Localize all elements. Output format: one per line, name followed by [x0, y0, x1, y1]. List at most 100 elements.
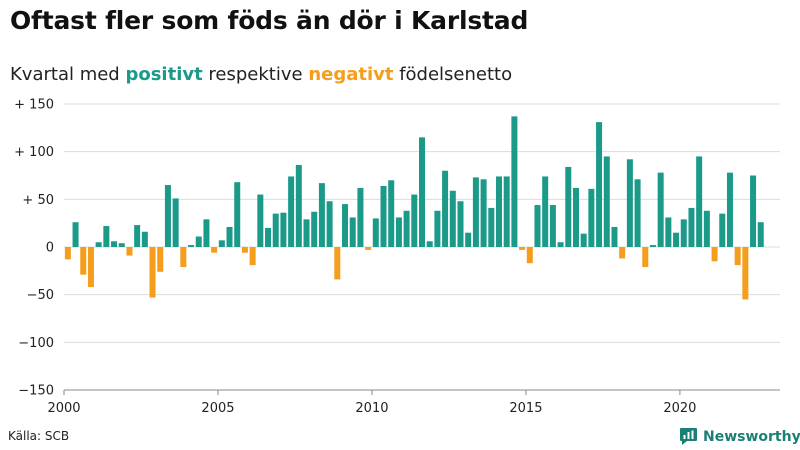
- bar-positive: [326, 201, 333, 247]
- bar-positive: [480, 179, 487, 247]
- bar-positive: [395, 217, 402, 247]
- y-axis-labels: + 150 + 100 + 50 0 −50 −100 −150: [14, 98, 54, 399]
- bar-positive: [611, 226, 618, 247]
- bar-positive: [673, 232, 680, 247]
- subtitle-text-end: födelsenetto: [393, 64, 513, 85]
- bar-negative: [126, 247, 133, 256]
- bar-positive: [203, 219, 210, 247]
- bar-negative: [80, 247, 87, 275]
- bar-positive: [349, 217, 356, 247]
- bar-negative: [157, 247, 164, 272]
- y-tick-label: −150: [18, 384, 54, 399]
- chart-subtitle: Kvartal med positivt respektive negativt…: [10, 64, 512, 85]
- bar-negative: [180, 247, 187, 268]
- bar-positive: [557, 242, 564, 247]
- bar-negative: [526, 247, 533, 264]
- bar-positive: [596, 122, 603, 247]
- bar-positive: [288, 176, 295, 247]
- bar-positive: [449, 190, 456, 247]
- bar-positive: [665, 217, 672, 247]
- bar-positive: [95, 242, 102, 247]
- bar-positive: [511, 116, 518, 247]
- bar-positive: [542, 176, 549, 247]
- bar-positive: [750, 175, 757, 247]
- bar-positive: [103, 226, 110, 247]
- newsworthy-logo-icon: [680, 428, 697, 445]
- brand-name: Newsworthy: [703, 428, 800, 445]
- bar-positive: [657, 172, 664, 247]
- bar-positive: [141, 231, 148, 247]
- bar-negative: [642, 247, 649, 268]
- bar-positive: [380, 185, 387, 247]
- bar-positive: [234, 182, 241, 247]
- bar-positive: [488, 207, 495, 247]
- bar-positive: [472, 177, 479, 247]
- bar-positive: [588, 188, 595, 247]
- source-note: Källa: SCB: [8, 429, 70, 443]
- bar-positive: [549, 205, 556, 247]
- bar-positive: [295, 165, 302, 247]
- bar-negative: [734, 247, 741, 266]
- bar-positive: [696, 156, 703, 247]
- bar-positive: [188, 245, 195, 247]
- bar-positive: [726, 172, 733, 247]
- bar-positive: [495, 176, 502, 247]
- x-tick-label: 2005: [201, 401, 234, 416]
- bar-positive: [534, 205, 541, 247]
- bar-positive: [465, 232, 472, 247]
- bar-positive: [257, 194, 264, 247]
- x-axis-labels: 2000 2005 2010 2015 2020: [47, 401, 696, 416]
- bar-positive: [311, 211, 318, 247]
- bar-positive: [580, 233, 587, 247]
- bar-negative: [211, 247, 218, 253]
- bar-positive: [226, 226, 233, 247]
- bar-positive: [272, 213, 279, 247]
- bar-negative: [241, 247, 248, 253]
- bar-positive: [680, 219, 687, 247]
- bar-positive: [688, 207, 695, 247]
- bar-positive: [265, 227, 272, 247]
- bar-negative: [149, 247, 156, 298]
- bar-negative: [87, 247, 94, 288]
- bar-negative: [742, 247, 749, 300]
- bar-positive: [457, 201, 464, 247]
- bar-negative: [365, 247, 372, 250]
- bar-positive: [565, 166, 572, 247]
- subtitle-positive-label: positivt: [125, 64, 203, 85]
- y-tick-label: −100: [18, 336, 54, 351]
- x-tick-label: 2020: [663, 401, 696, 416]
- bar-positive: [703, 210, 710, 247]
- bar-positive: [303, 219, 310, 247]
- bar-positive: [118, 243, 125, 247]
- bar-positive: [503, 176, 510, 247]
- bar-positive: [426, 241, 433, 247]
- bars: [64, 116, 764, 300]
- y-tick-label: + 100: [14, 145, 54, 160]
- y-tick-label: + 150: [14, 98, 54, 113]
- x-tick-label: 2015: [509, 401, 542, 416]
- x-tick-label: 2010: [355, 401, 388, 416]
- bar-positive: [757, 222, 764, 247]
- bar-positive: [634, 179, 641, 247]
- bar-positive: [442, 170, 449, 247]
- bar-positive: [419, 137, 426, 247]
- bar-positive: [357, 187, 364, 247]
- y-tick-label: + 50: [22, 193, 54, 208]
- bar-negative: [711, 247, 718, 262]
- subtitle-negative-label: negativt: [308, 64, 394, 85]
- bar-positive: [388, 180, 395, 247]
- y-tick-label: 0: [46, 241, 54, 256]
- bar-positive: [603, 156, 610, 247]
- bar-positive: [172, 198, 179, 247]
- subtitle-text-middle: respektive: [202, 64, 309, 85]
- x-tick-label: 2000: [47, 401, 80, 416]
- bar-positive: [403, 210, 410, 247]
- bar-positive: [649, 245, 656, 247]
- bar-positive: [411, 194, 418, 247]
- bar-positive: [72, 222, 79, 247]
- bar-positive: [218, 240, 225, 247]
- bar-positive: [280, 212, 287, 247]
- x-axis: [63, 389, 780, 395]
- bar-negative: [64, 247, 71, 260]
